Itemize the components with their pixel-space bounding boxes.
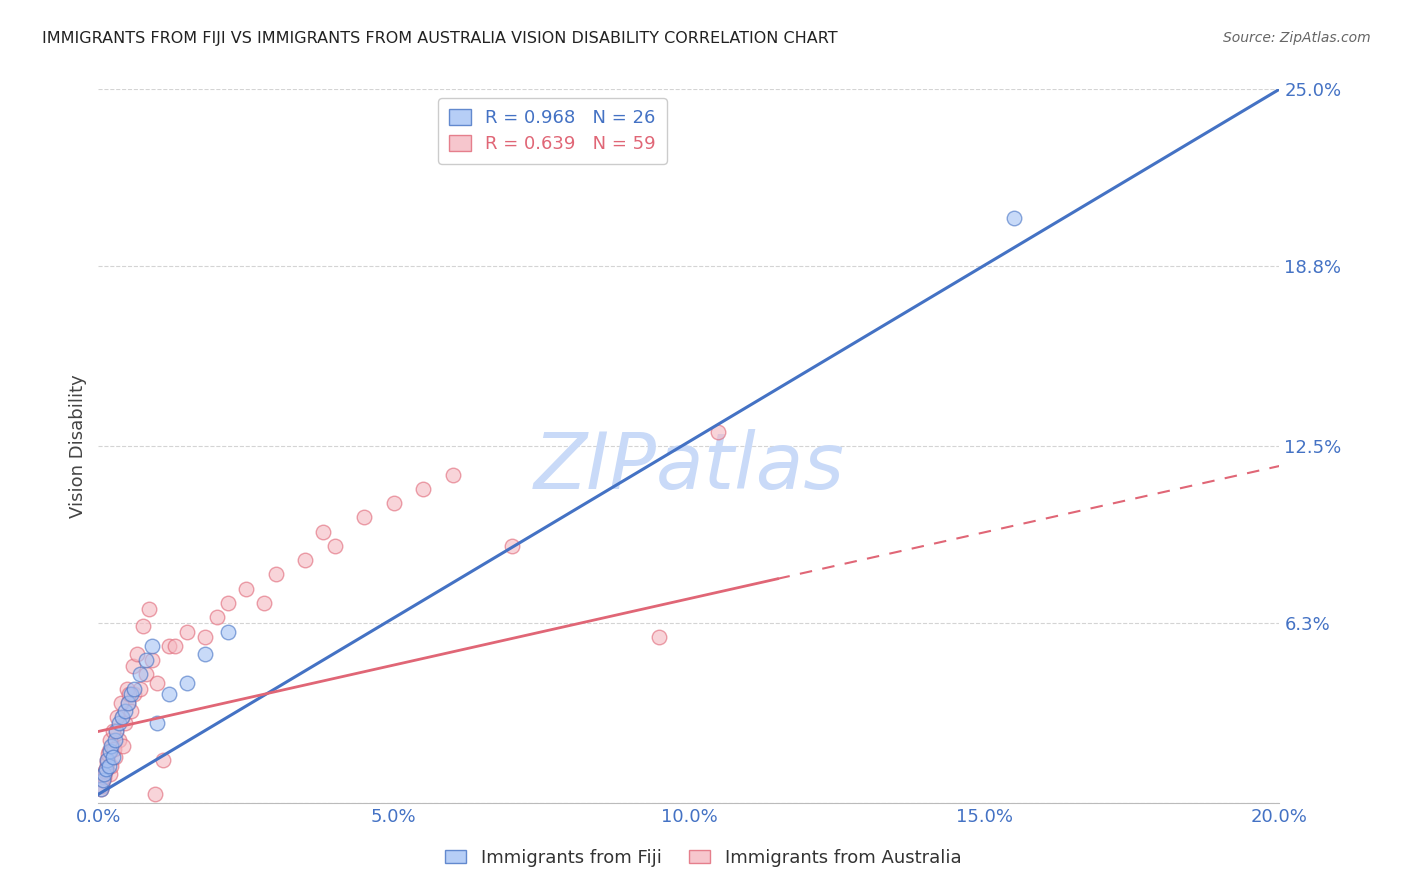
- Point: [108, 733, 131, 747]
- Point: [128, 667, 150, 681]
- Point: [253, 596, 276, 610]
- Point: [412, 482, 434, 496]
- Point: [115, 681, 138, 696]
- Point: [91, 779, 114, 793]
- Point: [235, 582, 257, 596]
- Point: [128, 681, 150, 696]
- Point: [111, 710, 134, 724]
- Point: [100, 739, 122, 753]
- Point: [91, 772, 114, 787]
- Point: [1002, 211, 1025, 225]
- Point: [135, 667, 157, 681]
- Point: [353, 510, 375, 524]
- Point: [98, 758, 121, 772]
- Point: [121, 658, 143, 673]
- Point: [114, 715, 136, 730]
- Point: [118, 687, 141, 701]
- Point: [98, 733, 121, 747]
- Point: [264, 567, 287, 582]
- Point: [97, 747, 120, 762]
- Point: [110, 696, 132, 710]
- Point: [96, 756, 118, 770]
- Point: [114, 705, 136, 719]
- Point: [93, 767, 115, 781]
- Point: [194, 630, 217, 644]
- Point: [176, 624, 198, 639]
- Point: [194, 648, 217, 662]
- Point: [93, 767, 115, 781]
- Point: [501, 539, 523, 553]
- Point: [117, 696, 139, 710]
- Point: [105, 710, 128, 724]
- Point: [146, 715, 169, 730]
- Point: [120, 705, 142, 719]
- Point: [108, 715, 131, 730]
- Point: [122, 681, 145, 696]
- Point: [157, 639, 180, 653]
- Point: [125, 648, 148, 662]
- Point: [91, 772, 114, 787]
- Point: [98, 744, 121, 758]
- Point: [103, 750, 125, 764]
- Point: [132, 619, 155, 633]
- Point: [117, 696, 139, 710]
- Point: [105, 724, 128, 739]
- Point: [165, 639, 187, 653]
- Point: [217, 596, 239, 610]
- Point: [94, 762, 117, 776]
- Point: [648, 630, 671, 644]
- Point: [157, 687, 180, 701]
- Point: [96, 753, 118, 767]
- Point: [141, 653, 163, 667]
- Point: [122, 687, 145, 701]
- Point: [120, 687, 142, 701]
- Point: [138, 601, 160, 615]
- Text: ZIPatlas: ZIPatlas: [533, 429, 845, 506]
- Point: [94, 764, 117, 779]
- Legend: Immigrants from Fiji, Immigrants from Australia: Immigrants from Fiji, Immigrants from Au…: [437, 842, 969, 874]
- Point: [141, 639, 163, 653]
- Point: [152, 753, 174, 767]
- Point: [382, 496, 405, 510]
- Point: [90, 781, 112, 796]
- Text: Source: ZipAtlas.com: Source: ZipAtlas.com: [1223, 31, 1371, 45]
- Point: [217, 624, 239, 639]
- Point: [103, 739, 125, 753]
- Text: IMMIGRANTS FROM FIJI VS IMMIGRANTS FROM AUSTRALIA VISION DISABILITY CORRELATION : IMMIGRANTS FROM FIJI VS IMMIGRANTS FROM …: [42, 31, 838, 46]
- Point: [323, 539, 346, 553]
- Point: [176, 676, 198, 690]
- Point: [135, 653, 157, 667]
- Point: [103, 741, 125, 756]
- Point: [205, 610, 228, 624]
- Point: [100, 758, 122, 772]
- Point: [312, 524, 335, 539]
- Point: [294, 553, 316, 567]
- Y-axis label: Vision Disability: Vision Disability: [69, 374, 87, 518]
- Point: [104, 750, 127, 764]
- Point: [112, 739, 135, 753]
- Point: [93, 770, 115, 784]
- Point: [101, 724, 124, 739]
- Point: [146, 676, 169, 690]
- Point: [98, 744, 121, 758]
- Point: [94, 762, 117, 776]
- Point: [143, 787, 166, 801]
- Point: [96, 753, 118, 767]
- Point: [441, 467, 464, 482]
- Point: [105, 724, 128, 739]
- Point: [98, 767, 121, 781]
- Point: [90, 781, 112, 796]
- Point: [104, 733, 127, 747]
- Legend: R = 0.968   N = 26, R = 0.639   N = 59: R = 0.968 N = 26, R = 0.639 N = 59: [439, 98, 666, 163]
- Point: [707, 425, 730, 439]
- Point: [111, 710, 134, 724]
